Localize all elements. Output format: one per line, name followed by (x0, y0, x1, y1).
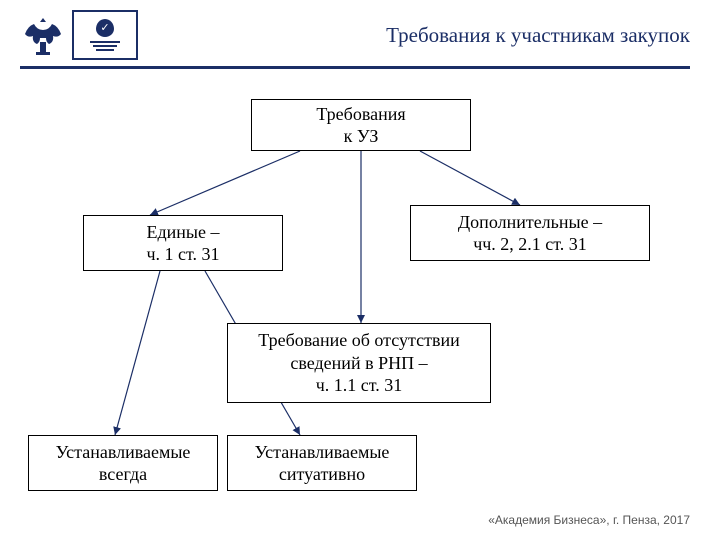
edge-root-unified (150, 151, 300, 215)
node-label: Требование об отсутствии сведений в РНП … (258, 329, 459, 397)
node-extra: Дополнительные – чч. 2, 2.1 ст. 31 (410, 205, 650, 261)
node-label: Требования к УЗ (316, 103, 405, 148)
edge-unified-always (115, 271, 160, 435)
node-unified: Единые – ч. 1 ст. 31 (83, 215, 283, 271)
node-root: Требования к УЗ (251, 99, 471, 151)
edge-root-extra (420, 151, 520, 205)
node-always: Устанавливаемые всегда (28, 435, 218, 491)
badge-icon (72, 10, 138, 60)
node-label: Дополнительные – чч. 2, 2.1 ст. 31 (458, 211, 602, 256)
emblem-icon (20, 12, 66, 58)
node-label: Устанавливаемые ситуативно (255, 441, 390, 486)
node-rnp: Требование об отсутствии сведений в РНП … (227, 323, 491, 403)
footer-text: «Академия Бизнеса», г. Пенза, 2017 (488, 513, 690, 527)
node-situ: Устанавливаемые ситуативно (227, 435, 417, 491)
node-label: Устанавливаемые всегда (56, 441, 191, 486)
diagram-canvas: Требования к УЗ Единые – ч. 1 ст. 31 Допол… (0, 69, 720, 539)
page-title: Требования к участникам закупок (138, 23, 690, 48)
header: Требования к участникам закупок (0, 0, 720, 64)
node-label: Единые – ч. 1 ст. 31 (146, 221, 219, 266)
